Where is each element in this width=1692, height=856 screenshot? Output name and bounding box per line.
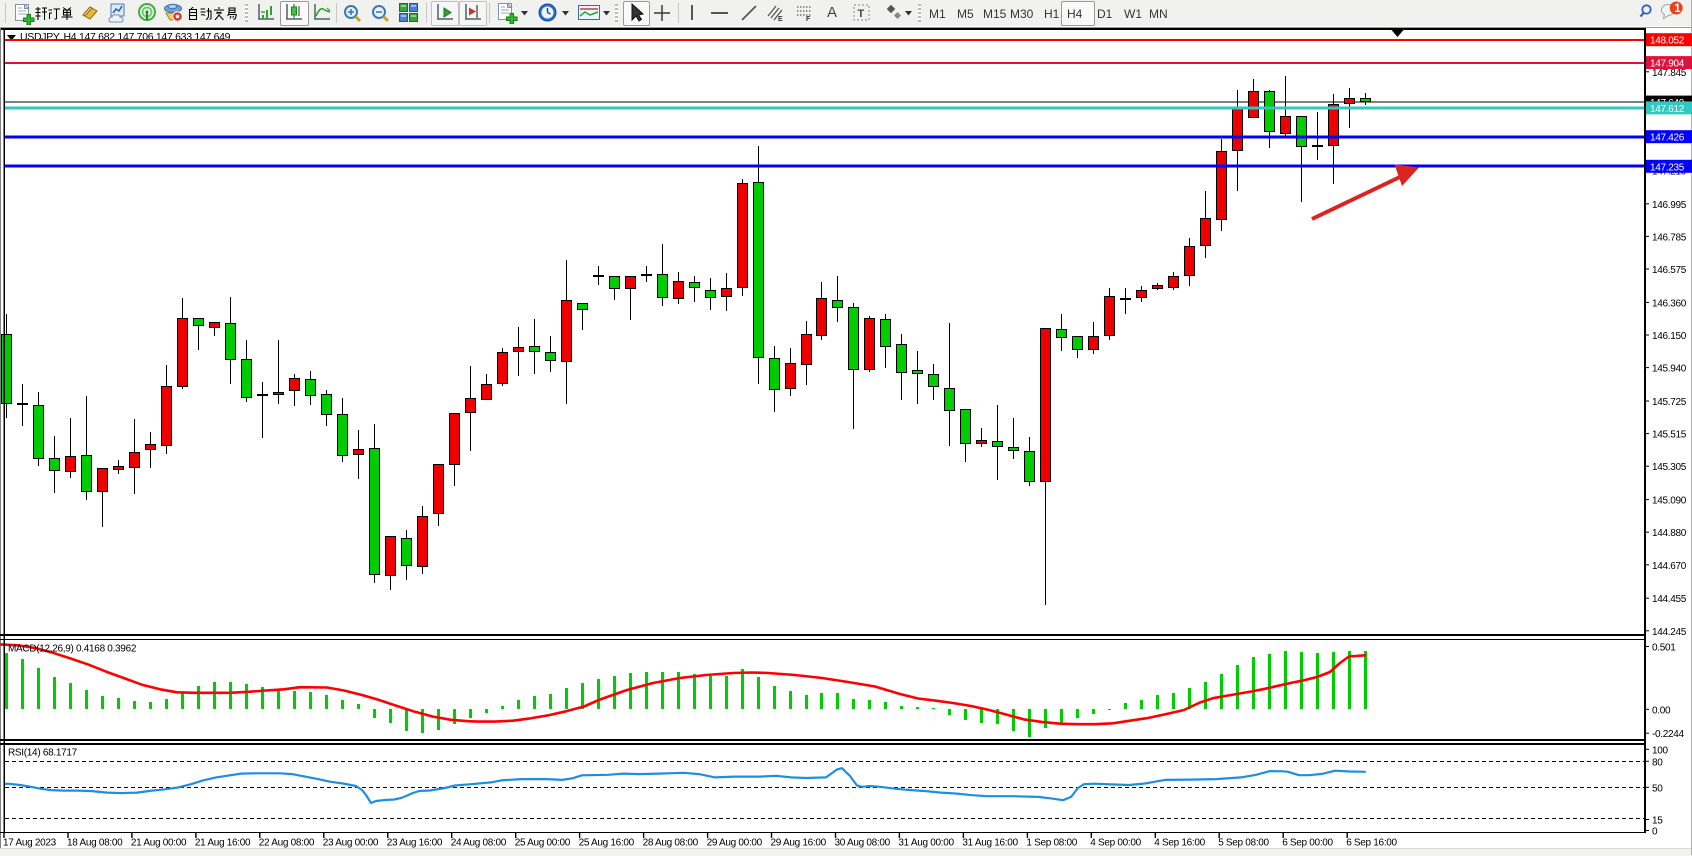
svg-text:18 Aug 08:00: 18 Aug 08:00 <box>67 838 123 849</box>
svg-text:T: T <box>858 8 865 20</box>
svg-text:30 Aug 08:00: 30 Aug 08:00 <box>835 838 891 849</box>
svg-text:148.052: 148.052 <box>1650 36 1685 47</box>
svg-text:17 Aug 2023: 17 Aug 2023 <box>3 838 57 849</box>
svg-text:146.575: 146.575 <box>1652 265 1687 276</box>
svg-text:145.515: 145.515 <box>1652 430 1687 441</box>
svg-text:145.725: 145.725 <box>1652 397 1687 408</box>
svg-text:6 Sep 00:00: 6 Sep 00:00 <box>1282 838 1333 849</box>
svg-text:F: F <box>806 16 811 22</box>
svg-text:0: 0 <box>1652 827 1658 838</box>
svg-text:147.235: 147.235 <box>1650 162 1685 173</box>
svg-text:0.501: 0.501 <box>1652 643 1676 654</box>
svg-text:144.245: 144.245 <box>1652 627 1687 638</box>
svg-text:MACD(12,26,9) 0.4168 0.3962: MACD(12,26,9) 0.4168 0.3962 <box>8 644 137 655</box>
svg-text:147.612: 147.612 <box>1650 104 1685 115</box>
svg-text:29 Aug 00:00: 29 Aug 00:00 <box>707 838 763 849</box>
svg-text:23 Aug 16:00: 23 Aug 16:00 <box>387 838 443 849</box>
svg-text:100: 100 <box>1652 745 1669 756</box>
svg-text:29 Aug 16:00: 29 Aug 16:00 <box>771 838 827 849</box>
svg-text:147.904: 147.904 <box>1650 59 1685 70</box>
svg-text:23 Aug 00:00: 23 Aug 00:00 <box>323 838 379 849</box>
svg-text:E: E <box>778 16 783 22</box>
svg-text:147.845: 147.845 <box>1652 68 1687 79</box>
svg-text:28 Aug 08:00: 28 Aug 08:00 <box>643 838 699 849</box>
svg-text:146.360: 146.360 <box>1652 298 1687 309</box>
svg-text:15: 15 <box>1652 816 1663 827</box>
svg-text:31 Aug 16:00: 31 Aug 16:00 <box>962 838 1018 849</box>
svg-text:-0.2244: -0.2244 <box>1652 729 1685 740</box>
svg-text:145.090: 145.090 <box>1652 496 1687 507</box>
svg-text:25 Aug 00:00: 25 Aug 00:00 <box>515 838 571 849</box>
svg-text:5 Sep 08:00: 5 Sep 08:00 <box>1218 838 1269 849</box>
svg-text:146.785: 146.785 <box>1652 232 1687 243</box>
svg-text:145.940: 145.940 <box>1652 364 1687 375</box>
svg-text:80: 80 <box>1652 757 1663 768</box>
svg-text:145.305: 145.305 <box>1652 462 1687 473</box>
svg-text:1: 1 <box>1674 3 1681 15</box>
svg-text:4 Sep 00:00: 4 Sep 00:00 <box>1090 838 1141 849</box>
svg-text:146.995: 146.995 <box>1652 200 1687 211</box>
svg-text:25 Aug 16:00: 25 Aug 16:00 <box>579 838 635 849</box>
svg-text:146.150: 146.150 <box>1652 331 1687 342</box>
svg-text:144.455: 144.455 <box>1652 594 1687 605</box>
svg-text:144.880: 144.880 <box>1652 528 1687 539</box>
svg-text:21 Aug 16:00: 21 Aug 16:00 <box>195 838 251 849</box>
svg-text:1 Sep 08:00: 1 Sep 08:00 <box>1026 838 1077 849</box>
svg-text:0.00: 0.00 <box>1652 705 1671 716</box>
svg-text:6 Sep 16:00: 6 Sep 16:00 <box>1346 838 1397 849</box>
svg-text:31 Aug 00:00: 31 Aug 00:00 <box>898 838 954 849</box>
svg-text:24 Aug 08:00: 24 Aug 08:00 <box>451 838 507 849</box>
svg-text:21 Aug 00:00: 21 Aug 00:00 <box>131 838 187 849</box>
svg-text:RSI(14) 68.1717: RSI(14) 68.1717 <box>8 748 78 759</box>
svg-text:22 Aug 08:00: 22 Aug 08:00 <box>259 838 315 849</box>
svg-text:50: 50 <box>1652 783 1663 794</box>
svg-text:144.670: 144.670 <box>1652 561 1687 572</box>
svg-text:4 Sep 16:00: 4 Sep 16:00 <box>1154 838 1205 849</box>
svg-text:147.426: 147.426 <box>1650 133 1685 144</box>
